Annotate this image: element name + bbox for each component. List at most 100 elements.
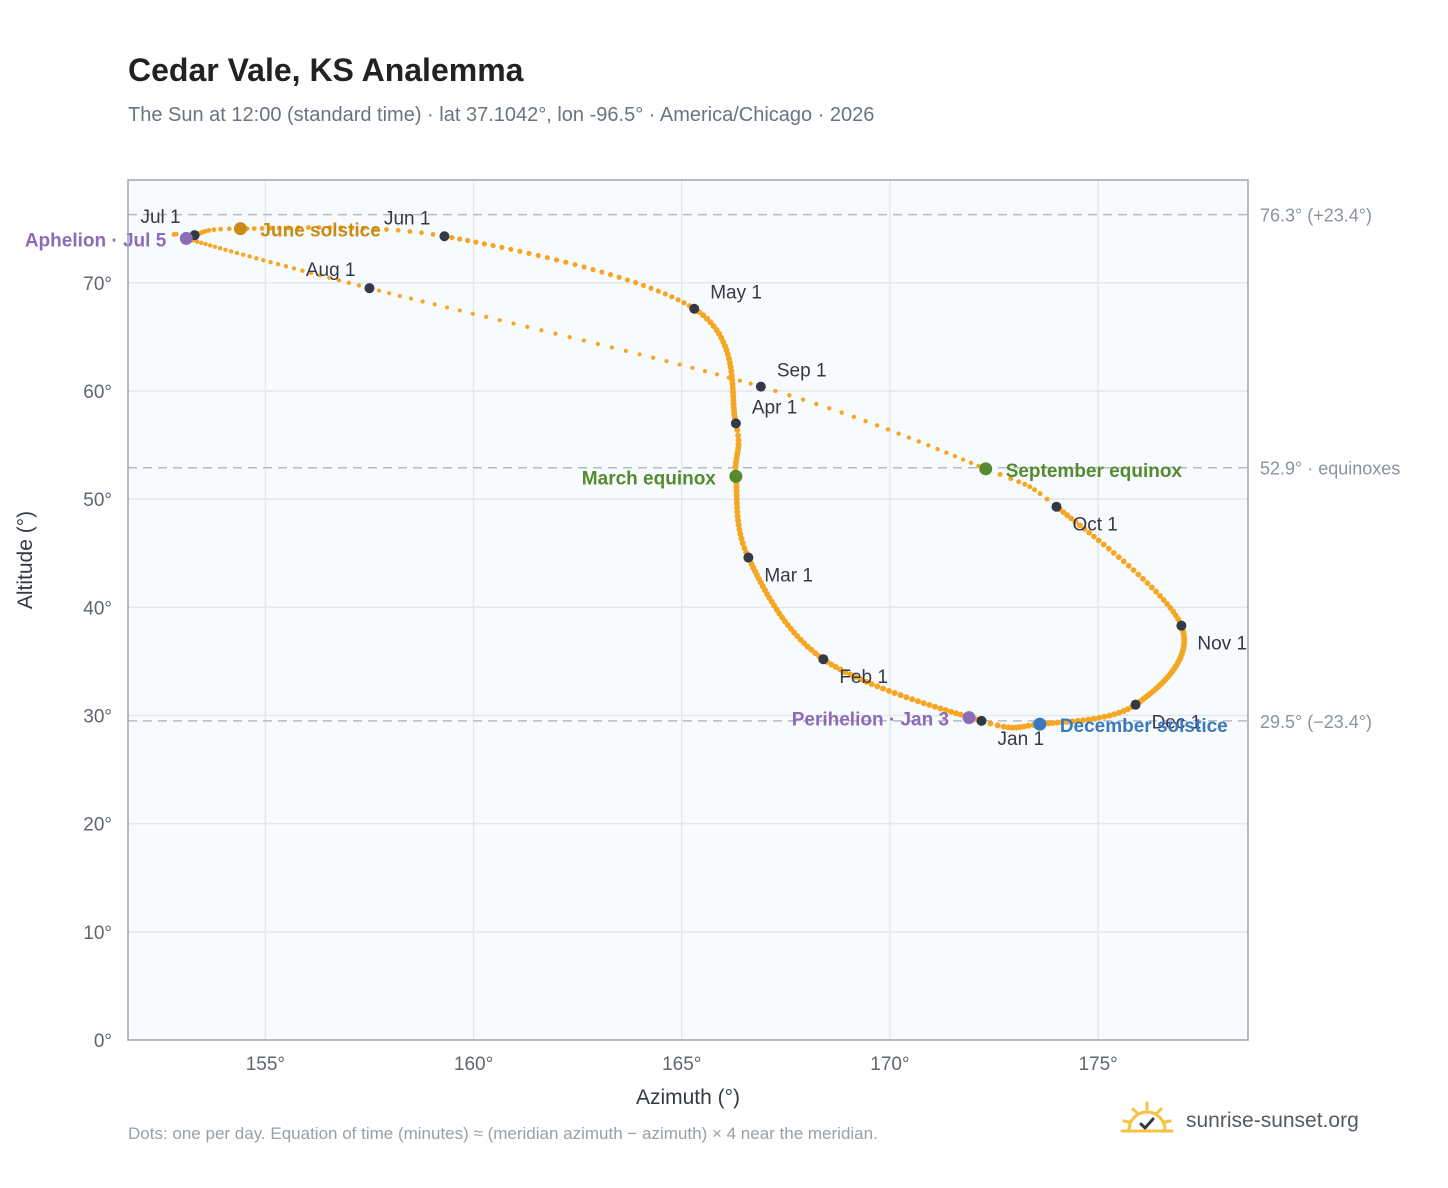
daily-sun-dot bbox=[1106, 712, 1113, 719]
x-axis-label: Azimuth (°) bbox=[636, 1086, 740, 1109]
daily-sun-dot bbox=[407, 229, 413, 234]
daily-sun-dot bbox=[338, 225, 344, 231]
daily-sun-dot bbox=[926, 701, 933, 708]
daily-sun-dot bbox=[590, 266, 596, 273]
month-marker-label: Aug 1 bbox=[306, 260, 356, 281]
daily-sun-dot bbox=[1111, 711, 1118, 718]
event-marker-label: September equinox bbox=[1006, 461, 1183, 482]
daily-sun-dot bbox=[852, 674, 859, 681]
daily-sun-dot bbox=[851, 414, 857, 420]
daily-sun-dot bbox=[937, 705, 944, 712]
month-marker-dot bbox=[1176, 620, 1187, 631]
daily-sun-dot bbox=[1072, 518, 1079, 525]
daily-sun-dot bbox=[275, 261, 281, 267]
plot-background bbox=[128, 180, 1248, 1040]
daily-sun-dot bbox=[1022, 481, 1028, 487]
brand[interactable]: sunrise-sunset.org bbox=[1120, 1100, 1359, 1141]
daily-sun-dot bbox=[632, 280, 639, 286]
daily-sun-dot bbox=[1086, 529, 1092, 536]
daily-sun-dot bbox=[623, 348, 628, 354]
daily-sun-dot bbox=[349, 225, 355, 231]
daily-sun-dot bbox=[1045, 720, 1052, 727]
daily-sun-dot bbox=[1160, 597, 1167, 603]
daily-sun-dot bbox=[914, 698, 921, 705]
daily-sun-dot bbox=[1115, 554, 1122, 561]
daily-sun-dot bbox=[218, 226, 223, 232]
daily-sun-dot bbox=[702, 369, 708, 374]
daily-sun-dot bbox=[1064, 718, 1071, 725]
month-marker-label: Apr 1 bbox=[752, 397, 797, 418]
daily-sun-dot bbox=[206, 228, 212, 233]
daily-sun-dot bbox=[997, 472, 1003, 478]
daily-sun-dot bbox=[295, 225, 301, 231]
daily-sun-dot bbox=[1120, 558, 1127, 565]
x-tick-label: 175° bbox=[1078, 1054, 1117, 1075]
daily-sun-dot bbox=[444, 305, 450, 310]
daily-sun-dot bbox=[839, 410, 844, 415]
daily-sun-dot bbox=[842, 669, 849, 676]
month-marker-dot bbox=[743, 552, 754, 563]
x-tick-label: 160° bbox=[454, 1054, 493, 1075]
daily-sun-dot bbox=[952, 453, 958, 459]
daily-sun-dot bbox=[1090, 533, 1097, 540]
daily-sun-dot bbox=[306, 225, 311, 230]
daily-sun-dot bbox=[276, 225, 282, 231]
daily-sun-dot bbox=[987, 720, 994, 727]
reference-lines: 76.3° (+23.4°) 52.9° · equinoxes 29.5° (−2… bbox=[128, 206, 1400, 732]
reference-line-label: 52.9° · equinoxes bbox=[1260, 459, 1400, 479]
daily-sun-dot bbox=[741, 544, 748, 551]
daily-sun-dot bbox=[868, 681, 875, 688]
daily-sun-dot bbox=[669, 294, 675, 300]
daily-sun-dot bbox=[226, 226, 232, 232]
y-axis-label: Altitude (°) bbox=[14, 511, 37, 609]
daily-sun-dot bbox=[736, 526, 743, 533]
daily-sun-dot bbox=[1008, 476, 1014, 482]
daily-sun-dot bbox=[847, 671, 854, 678]
daily-sun-dot bbox=[1095, 537, 1102, 544]
daily-sun-dot bbox=[490, 242, 496, 249]
daily-sun-dot bbox=[336, 278, 342, 283]
y-tick-label: 30° bbox=[83, 706, 112, 727]
daily-sun-dot bbox=[690, 365, 695, 370]
daily-sun-dot bbox=[267, 225, 273, 231]
daily-sun-dot bbox=[1140, 575, 1146, 582]
daily-sun-dot bbox=[259, 226, 265, 231]
daily-sun-dot bbox=[1120, 708, 1127, 715]
daily-sun-dot bbox=[261, 257, 266, 263]
daily-sun-dot bbox=[563, 259, 569, 265]
daily-sun-dot bbox=[508, 246, 514, 252]
month-marker-dot bbox=[439, 231, 450, 242]
daily-sun-dot bbox=[664, 359, 669, 364]
daily-sun-dot bbox=[863, 418, 868, 424]
daily-sun-dot bbox=[553, 257, 560, 263]
month-marker-label: Mar 1 bbox=[764, 566, 813, 587]
daily-sun-dot bbox=[735, 432, 742, 439]
daily-sun-dot bbox=[957, 711, 964, 718]
daily-sun-dot bbox=[1105, 545, 1112, 552]
daily-sun-dot bbox=[1016, 479, 1022, 485]
daily-sun-dot bbox=[212, 244, 218, 249]
daily-sun-dot bbox=[677, 362, 682, 367]
daily-sun-dot bbox=[470, 311, 475, 316]
daily-sun-dot bbox=[581, 264, 587, 270]
brand-name: sunrise-sunset.org bbox=[1186, 1108, 1359, 1132]
daily-sun-dot bbox=[356, 283, 362, 288]
x-tick-label: 170° bbox=[870, 1054, 909, 1075]
daily-sun-dot bbox=[874, 683, 881, 690]
y-tick-label: 70° bbox=[83, 274, 112, 295]
daily-sun-dot bbox=[897, 692, 904, 699]
y-tick-label: 60° bbox=[83, 382, 112, 403]
daily-sun-dot bbox=[1135, 571, 1142, 578]
daily-sun-dot bbox=[198, 240, 204, 246]
daily-sun-dot bbox=[1044, 496, 1050, 502]
daily-sun-dot bbox=[1148, 584, 1155, 591]
daily-sun-dot bbox=[735, 517, 742, 524]
daily-sun-dot bbox=[920, 700, 927, 707]
daily-sun-dot bbox=[655, 288, 661, 294]
daily-sun-dot bbox=[1069, 718, 1076, 725]
month-marker-dot bbox=[976, 715, 987, 726]
daily-sun-dot bbox=[1068, 515, 1075, 522]
daily-sun-dot bbox=[308, 270, 314, 276]
daily-sun-dot bbox=[171, 232, 177, 237]
daily-sun-dot bbox=[572, 261, 578, 268]
